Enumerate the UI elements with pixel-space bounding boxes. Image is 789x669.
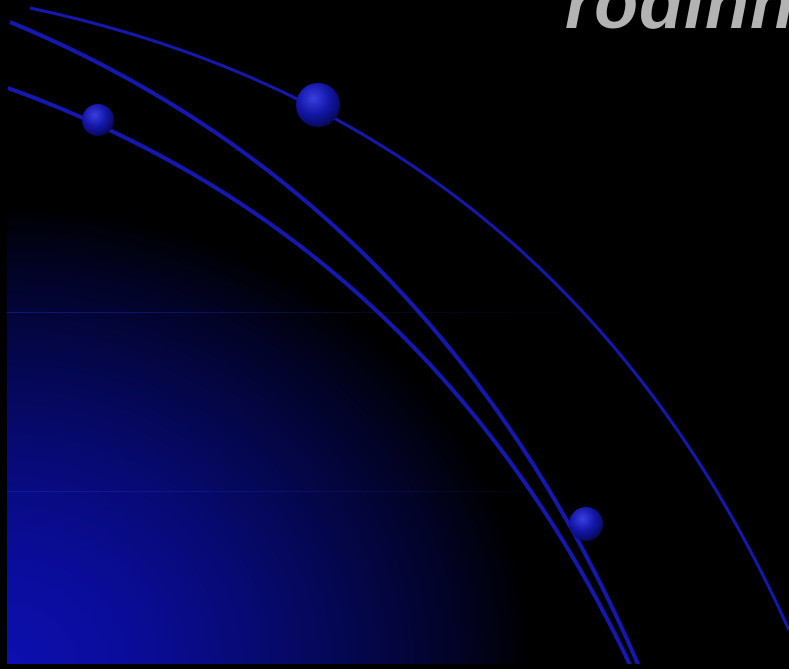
orbit-arc-middle (9, 20, 642, 669)
bottom-border (0, 664, 789, 669)
orb-left (82, 104, 114, 136)
orb-top (296, 83, 340, 127)
orbit-arc-inner (7, 86, 634, 669)
orbit-arc-outer (29, 6, 789, 631)
orb-bottom (569, 507, 603, 541)
glow-band-upper (7, 312, 607, 313)
left-border (0, 0, 7, 669)
slide-title: rodinn (565, 0, 789, 44)
glow-band-lower (7, 491, 607, 492)
